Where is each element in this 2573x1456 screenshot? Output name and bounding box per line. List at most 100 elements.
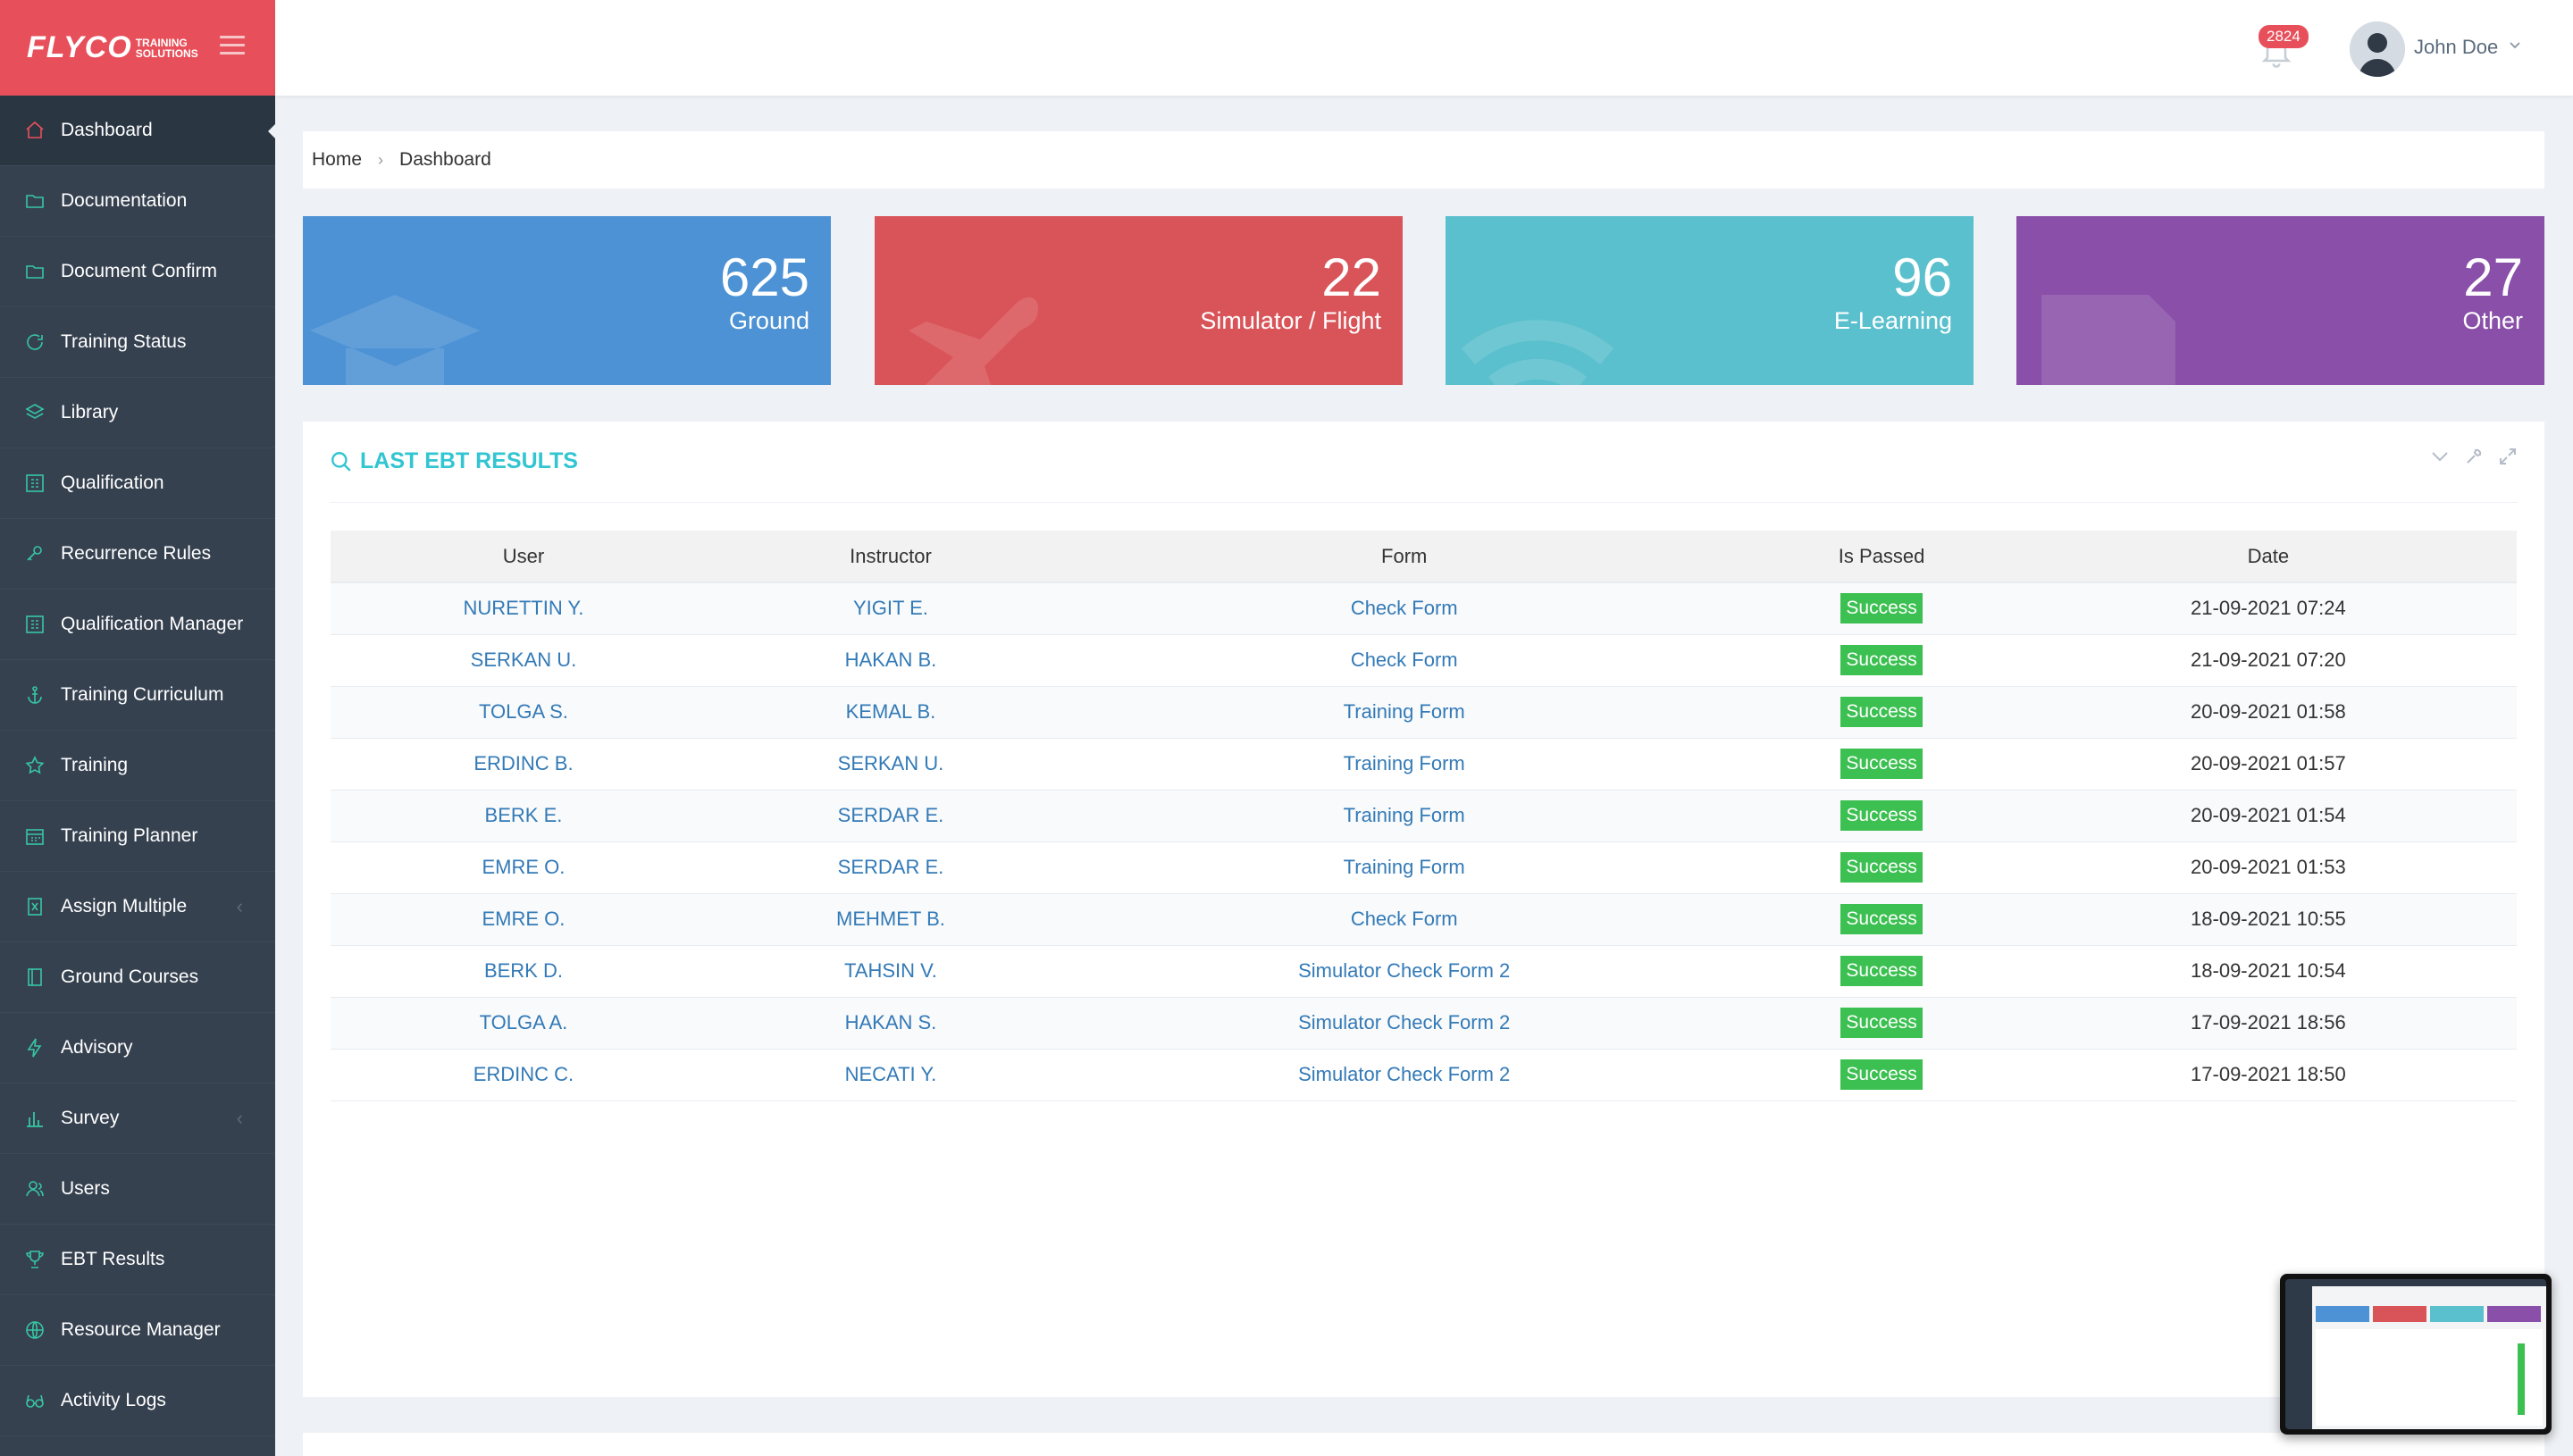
column-header-date[interactable]: Date [2019, 531, 2517, 583]
column-header-form[interactable]: Form [1064, 531, 1744, 583]
sidebar-item-assign-multiple[interactable]: Assign Multiple ‹ [0, 872, 275, 942]
notification-badge[interactable]: 2824 [2259, 25, 2309, 48]
sidebar-item-document-confirm[interactable]: Document Confirm [0, 237, 275, 307]
column-header-user[interactable]: User [331, 531, 717, 583]
cell-form: Training Form [1064, 738, 1744, 791]
stat-tile-simulator-flight[interactable]: 22 Simulator / Flight [875, 216, 1403, 385]
instructor-link[interactable]: SERDAR E. [837, 804, 944, 826]
stat-tile-other[interactable]: 27 Other [2016, 216, 2544, 385]
sidebar-item-users[interactable]: Users [0, 1154, 275, 1225]
breadcrumb: Home › Dashboard [303, 131, 2544, 188]
collapse-icon[interactable] [2430, 447, 2450, 466]
user-link[interactable]: EMRE O. [482, 856, 566, 878]
sidebar-item-label: Training [61, 755, 129, 775]
sidebar-item-ground-courses[interactable]: Ground Courses [0, 942, 275, 1013]
sidebar-item-training-status[interactable]: Training Status [0, 307, 275, 378]
stat-label: Simulator / Flight [1200, 307, 1381, 334]
sidebar-item-activity-logs[interactable]: Activity Logs [0, 1366, 275, 1436]
logo[interactable]: FLYCO [27, 30, 132, 64]
instructor-link[interactable]: KEMAL B. [845, 700, 936, 723]
sidebar-item-resource-manager[interactable]: Resource Manager [0, 1295, 275, 1366]
breadcrumb-home-link[interactable]: Home [312, 149, 363, 170]
user-link[interactable]: ERDINC B. [474, 752, 574, 774]
cell-date: 18-09-2021 10:54 [2019, 945, 2517, 998]
instructor-link[interactable]: SERDAR E. [837, 856, 944, 878]
eyeglasses-icon [23, 1389, 46, 1412]
instructor-link[interactable]: HAKAN S. [844, 1011, 937, 1033]
sidebar-item-advisory[interactable]: Advisory [0, 1013, 275, 1084]
sidebar-item-training-planner[interactable]: Training Planner [0, 801, 275, 872]
instructor-link[interactable]: SERKAN U. [837, 752, 944, 774]
sidebar-item-training[interactable]: Training [0, 731, 275, 801]
sidebar-item-survey[interactable]: Survey ‹ [0, 1084, 275, 1154]
table-row: ERDINC C. NECATI Y. Simulator Check Form 2… [331, 1049, 2517, 1101]
user-link[interactable]: TOLGA A. [479, 1011, 568, 1033]
cell-date: 20-09-2021 01:58 [2019, 686, 2517, 739]
table-header-row: User Instructor Form Is Passed Date [331, 531, 2517, 583]
excel-icon [23, 895, 46, 918]
user-link[interactable]: TOLGA S. [479, 700, 568, 723]
cell-is-passed: Success [1743, 790, 2020, 842]
graduation-cap-icon [310, 295, 480, 385]
stat-tile-e-learning[interactable]: 96 E-Learning [1446, 216, 1974, 385]
sidebar-item-label: Document Confirm [61, 261, 218, 281]
form-link[interactable]: Simulator Check Form 2 [1298, 1063, 1511, 1085]
form-link[interactable]: Training Form [1343, 700, 1465, 723]
form-link[interactable]: Check Form [1350, 908, 1458, 930]
screenshot-thumbnail[interactable] [2280, 1274, 2552, 1435]
form-link[interactable]: Check Form [1350, 649, 1458, 671]
status-badge: Success [1840, 852, 1923, 883]
chevron-down-icon[interactable] [2509, 39, 2521, 52]
form-link[interactable]: Simulator Check Form 2 [1298, 1011, 1511, 1033]
sidebar-item-qualification[interactable]: Qualification [0, 448, 275, 519]
status-badge: Success [1840, 749, 1923, 779]
sidebar-item-dashboard[interactable]: Dashboard [0, 96, 275, 166]
column-header-instructor[interactable]: Instructor [716, 531, 1065, 583]
stat-value: 22 [1321, 247, 1381, 307]
search-icon [331, 451, 351, 472]
form-link[interactable]: Training Form [1343, 804, 1465, 826]
cell-date: 20-09-2021 01:54 [2019, 790, 2517, 842]
form-link[interactable]: Check Form [1350, 597, 1458, 620]
user-link[interactable]: BERK E. [484, 804, 563, 826]
user-link[interactable]: EMRE O. [482, 908, 566, 930]
sidebar-item-ebt-results[interactable]: EBT Results [0, 1225, 275, 1295]
column-header-is-passed[interactable]: Is Passed [1743, 531, 2020, 583]
chevron-right-icon: › [378, 150, 384, 169]
sidebar-item-library[interactable]: Library [0, 378, 275, 448]
sidebar-item-qualification-manager[interactable]: Qualification Manager [0, 590, 275, 660]
instructor-link[interactable]: MEHMET B. [836, 908, 945, 930]
cell-date: 17-09-2021 18:50 [2019, 1049, 2517, 1101]
instructor-link[interactable]: NECATI Y. [844, 1063, 937, 1085]
instructor-link[interactable]: HAKAN B. [844, 649, 937, 671]
stat-tile-ground[interactable]: 625 Ground [303, 216, 831, 385]
form-link[interactable]: Training Form [1343, 752, 1465, 774]
fullscreen-icon[interactable] [2498, 447, 2518, 466]
trophy-icon [23, 1248, 46, 1271]
cell-user: SERKAN U. [331, 634, 717, 687]
table-row: TOLGA A. HAKAN S. Simulator Check Form 2 Su… [331, 997, 2517, 1050]
last-ebt-results-portlet: LAST EBT RESULTS User Instructor Form Is Pa… [303, 422, 2544, 1397]
sidebar-item-label: Training Planner [61, 825, 198, 846]
instructor-link[interactable]: YIGIT E. [852, 597, 928, 620]
user-link[interactable]: SERKAN U. [470, 649, 577, 671]
sidebar-item-training-curriculum[interactable]: Training Curriculum [0, 660, 275, 731]
form-link[interactable]: Training Form [1343, 856, 1465, 878]
portlet-title: LAST EBT RESULTS [330, 448, 578, 474]
avatar[interactable] [2350, 21, 2405, 77]
sidebar-item-recurrence-rules[interactable]: Recurrence Rules [0, 519, 275, 590]
user-link[interactable]: BERK D. [483, 959, 563, 982]
user-name[interactable]: John Doe [2414, 36, 2499, 58]
user-link[interactable]: ERDINC C. [473, 1063, 574, 1085]
sidebar-item-documentation[interactable]: Documentation [0, 166, 275, 237]
sidebar-item-label: Qualification Manager [61, 614, 244, 634]
config-wrench-icon[interactable] [2464, 447, 2484, 466]
table-row: ERDINC B. SERKAN U. Training Form Success 20… [331, 738, 2517, 791]
menu-toggle-icon[interactable] [220, 36, 245, 55]
instructor-link[interactable]: TAHSIN V. [843, 959, 937, 982]
sidebar-item-label: Library [61, 402, 119, 423]
sidebar-item-label: Dashboard [61, 120, 153, 140]
cell-is-passed: Success [1743, 686, 2020, 739]
form-link[interactable]: Simulator Check Form 2 [1298, 959, 1511, 982]
user-link[interactable]: NURETTIN Y. [463, 597, 584, 620]
